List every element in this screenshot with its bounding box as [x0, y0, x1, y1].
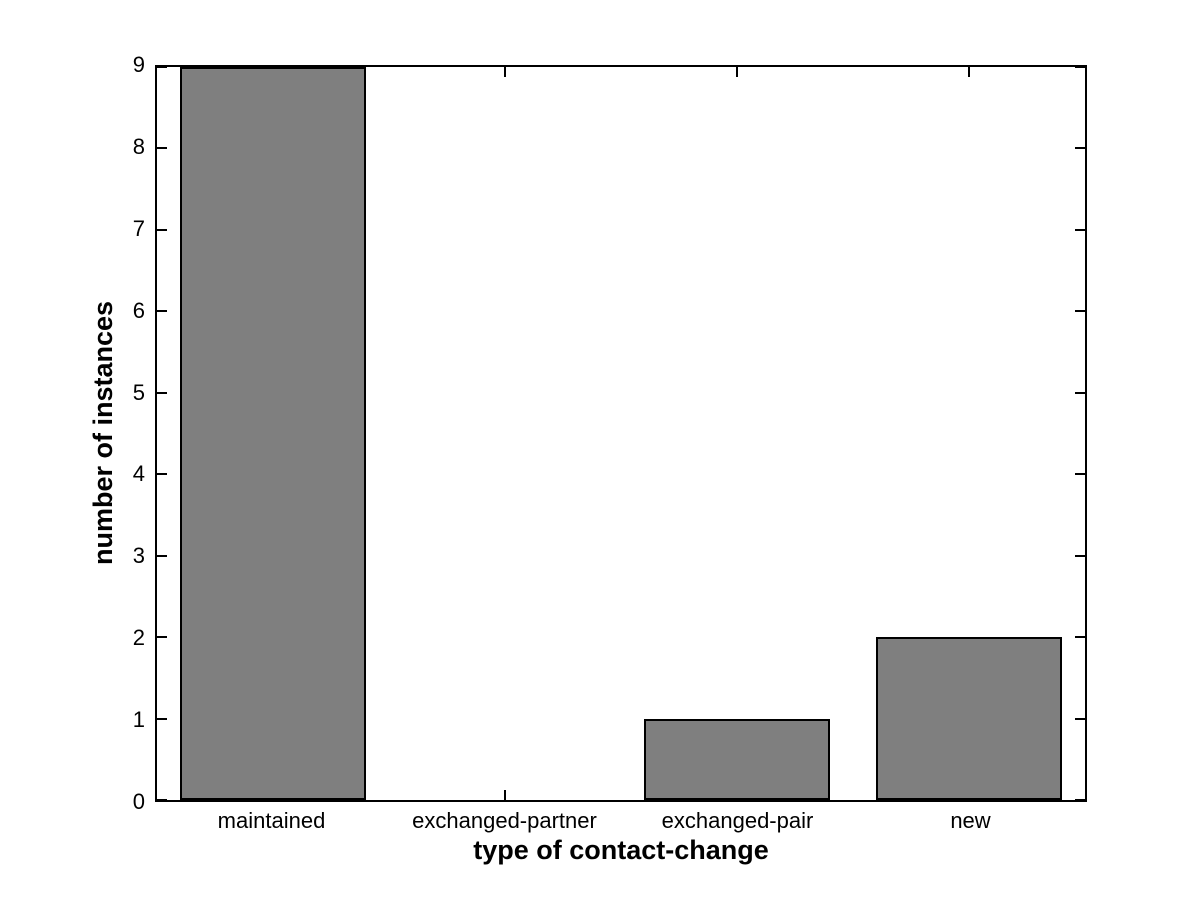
y-tick [157, 147, 167, 150]
y-tick-label: 5 [132, 379, 145, 405]
y-tick [157, 310, 167, 313]
y-tick [157, 799, 167, 801]
y-tick [157, 391, 167, 394]
bar-new [876, 637, 1062, 800]
x-tick-label-exchanged-pair: exchanged-pair [661, 808, 814, 833]
y-axis-label: number of instances [88, 300, 119, 566]
x-tick [968, 67, 970, 77]
y-tick [1075, 799, 1085, 801]
y-tick-label: 7 [132, 215, 145, 241]
y-tick-label: 6 [132, 297, 145, 323]
y-tick [1075, 636, 1085, 639]
y-tick [157, 717, 167, 720]
y-tick [1075, 473, 1085, 476]
y-tick [1075, 554, 1085, 557]
y-tick [1075, 147, 1085, 150]
y-tick-label: 1 [132, 707, 145, 733]
x-tick-label-new: new [950, 808, 991, 833]
y-tick-label: 4 [132, 461, 145, 487]
y-tick-label: 9 [132, 52, 145, 77]
x-tick-labels: maintained exchanged-partner exchanged-pai… [155, 808, 1087, 837]
y-tick [1075, 228, 1085, 231]
bar-exchanged-pair [644, 718, 830, 800]
y-tick-labels: 0 1 2 3 4 5 6 7 8 9 [0, 54, 145, 813]
x-tick-label-exchanged-partner: exchanged-partner [412, 808, 597, 833]
y-tick [1075, 310, 1085, 313]
y-tick-label: 8 [132, 133, 145, 159]
x-tick [504, 67, 506, 77]
y-tick-label: 2 [132, 625, 145, 651]
x-tick-label-maintained: maintained [217, 808, 326, 833]
bar-maintained [180, 67, 366, 800]
plot-area [155, 65, 1087, 802]
y-tick [1075, 391, 1085, 394]
y-tick [157, 66, 167, 68]
y-tick [157, 636, 167, 639]
x-axis-label: type of contact-change [473, 835, 769, 865]
y-tick [1075, 66, 1085, 68]
x-tick [736, 67, 738, 77]
y-tick-label: 0 [132, 789, 145, 814]
y-tick-label: 3 [132, 543, 145, 569]
y-tick [157, 228, 167, 231]
y-tick [1075, 717, 1085, 720]
x-tick [504, 790, 506, 800]
y-tick [157, 554, 167, 557]
y-tick [157, 473, 167, 476]
